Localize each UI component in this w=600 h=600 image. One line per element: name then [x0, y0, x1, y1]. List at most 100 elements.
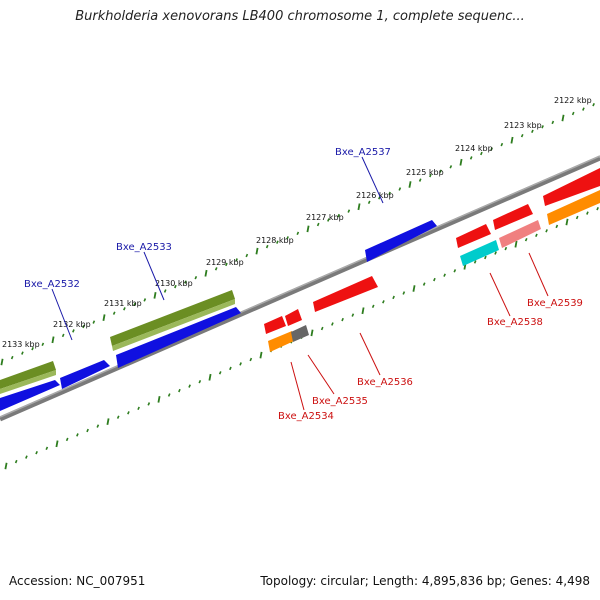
gene-label-bxe-a2533[interactable]: Bxe_A2533	[116, 242, 172, 253]
minor-tick	[398, 187, 402, 191]
major-tick	[412, 285, 416, 292]
minor-tick	[531, 129, 534, 134]
minor-tick	[92, 320, 96, 324]
kbp-label: 2133 kbp	[2, 340, 40, 349]
kbp-label: 2130 kbp	[155, 279, 193, 288]
forward-genes	[0, 220, 437, 411]
minor-tick	[31, 346, 34, 351]
minor-tick	[320, 326, 324, 331]
kbp-label: 2127 kbp	[306, 213, 344, 222]
gene-label-bxe-a2534[interactable]: Bxe_A2534	[278, 411, 334, 422]
gene-label-bxe-a2532[interactable]: Bxe_A2532	[24, 279, 80, 290]
gene-label-bxe-a2538[interactable]: Bxe_A2538	[487, 317, 543, 328]
gene-red[interactable]	[264, 316, 286, 334]
kbp-label: 2128 kbp	[256, 236, 294, 245]
minor-tick	[388, 191, 391, 196]
gene-label-bxe-a2537[interactable]: Bxe_A2537	[335, 147, 391, 158]
minor-tick	[286, 236, 289, 240]
gene-gray[interactable]	[291, 325, 309, 342]
kbp-label: 2126 kbp	[356, 191, 394, 200]
gene-red[interactable]	[285, 309, 302, 326]
gene-pink[interactable]	[499, 220, 541, 248]
minor-tick	[41, 342, 45, 347]
minor-tick	[347, 209, 351, 213]
minor-tick	[127, 411, 130, 415]
minor-tick	[14, 459, 18, 464]
gene-cyan[interactable]	[460, 240, 499, 266]
leader-line-bxe-a2536	[359, 332, 381, 376]
major-tick	[357, 203, 361, 211]
gene-blue[interactable]	[116, 307, 241, 368]
major-tick	[561, 114, 565, 122]
minor-tick	[10, 355, 14, 360]
minor-tick	[367, 200, 371, 205]
minor-tick	[235, 258, 238, 262]
minor-tick	[535, 233, 538, 238]
minor-tick	[35, 450, 38, 455]
minor-tick	[371, 304, 375, 309]
gene-red[interactable]	[493, 204, 533, 230]
minor-tick	[337, 213, 340, 218]
gene-orange[interactable]	[547, 190, 600, 225]
gene-olive[interactable]	[0, 361, 56, 389]
kbp-label: 2123 kbp	[504, 121, 542, 130]
leader-line-bxe-a2534	[290, 361, 305, 411]
gene-label-bxe-a2539[interactable]: Bxe_A2539	[527, 298, 583, 309]
major-tick	[208, 373, 212, 381]
minor-tick	[65, 437, 69, 442]
minor-tick	[188, 384, 191, 388]
gene-label-bxe-a2535[interactable]: Bxe_A2535	[312, 396, 368, 407]
minor-tick	[453, 269, 457, 273]
minor-tick	[341, 317, 344, 322]
minor-tick	[439, 169, 442, 173]
minor-tick	[218, 371, 222, 375]
inner-tick-track	[4, 206, 599, 470]
minor-tick	[429, 173, 432, 178]
outer-tick-track	[0, 102, 595, 366]
minor-tick	[163, 289, 167, 293]
major-tick	[153, 292, 157, 299]
minor-tick	[422, 282, 426, 286]
reverse-genes	[264, 168, 600, 352]
gene-red[interactable]	[543, 168, 600, 206]
major-tick	[310, 329, 314, 337]
minor-tick	[245, 253, 249, 258]
gene-red[interactable]	[313, 276, 378, 312]
leader-line-bxe-a2538	[489, 272, 511, 317]
minor-tick	[194, 275, 198, 280]
minor-tick	[178, 388, 181, 393]
gene-red[interactable]	[456, 224, 491, 248]
minor-tick	[133, 302, 136, 307]
minor-tick	[551, 120, 555, 125]
leader-lines	[51, 156, 549, 411]
minor-tick	[184, 280, 187, 284]
minor-tick	[327, 218, 330, 222]
kbp-label: 2125 kbp	[406, 168, 444, 177]
gene-blue[interactable]	[365, 220, 437, 262]
minor-tick	[249, 357, 253, 362]
major-tick	[55, 440, 59, 448]
minor-tick	[402, 291, 406, 295]
minor-tick	[586, 211, 589, 215]
minor-tick	[596, 206, 599, 211]
minor-tick	[351, 313, 355, 317]
gene-olive-shade	[0, 370, 56, 394]
minor-tick	[443, 273, 446, 277]
minor-tick	[147, 402, 151, 406]
leader-line-bxe-a2533	[143, 251, 165, 301]
major-tick	[102, 314, 106, 321]
minor-tick	[545, 229, 548, 233]
gene-olive[interactable]	[110, 290, 235, 346]
minor-tick	[524, 237, 528, 242]
gene-orange[interactable]	[268, 331, 294, 352]
minor-tick	[494, 251, 497, 255]
major-tick	[4, 462, 8, 470]
minor-tick	[582, 107, 585, 111]
gene-label-bxe-a2536[interactable]: Bxe_A2536	[357, 377, 413, 388]
kbp-label: 2131 kbp	[104, 299, 142, 308]
gene-blue[interactable]	[60, 360, 110, 389]
minor-tick	[296, 231, 300, 236]
kbp-label: 2132 kbp	[53, 320, 91, 329]
minor-tick	[555, 224, 559, 229]
gene-blue[interactable]	[0, 380, 60, 411]
